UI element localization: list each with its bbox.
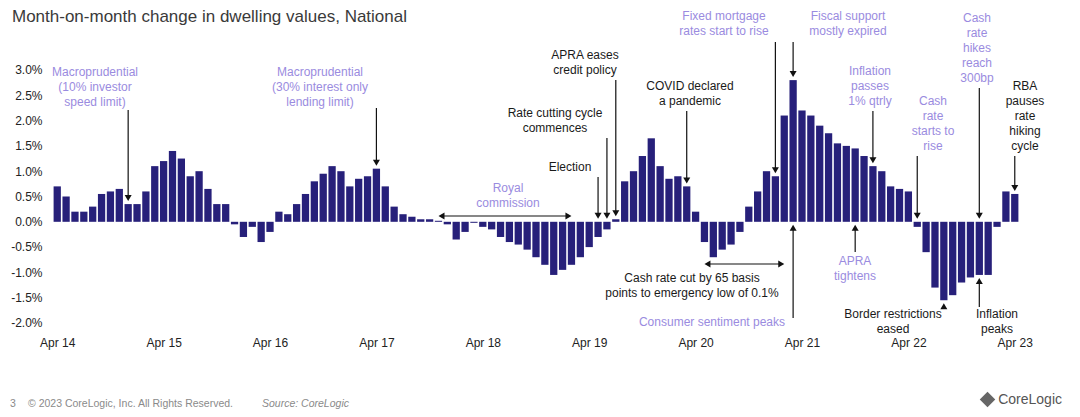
svg-text:Fixed mortgagerates start to r: Fixed mortgagerates start to rise [679, 9, 769, 38]
svg-text:-0.5%: -0.5% [11, 240, 43, 254]
svg-text:3.0%: 3.0% [15, 63, 43, 77]
svg-text:APRAtightens: APRAtightens [834, 254, 876, 283]
svg-text:Apr 18: Apr 18 [466, 336, 502, 350]
svg-text:Apr 21: Apr 21 [785, 336, 821, 350]
svg-text:RBApausesratehikingcycle: RBApausesratehikingcycle [1006, 79, 1045, 153]
svg-text:APRA easescredit policy: APRA easescredit policy [551, 48, 618, 77]
svg-text:Inflationpeaks: Inflationpeaks [976, 307, 1018, 336]
svg-text:Inflationpasses1% qtrly: Inflationpasses1% qtrly [848, 64, 891, 108]
svg-text:0.5%: 0.5% [15, 190, 43, 204]
svg-text:Apr 17: Apr 17 [359, 336, 395, 350]
html-text:© 2023 CoreLogic, Inc. All Rig: © 2023 CoreLogic, Inc. All Rights Reserv… [28, 397, 233, 409]
svg-text:Fiscal supportmostly expired: Fiscal supportmostly expired [809, 9, 886, 38]
html-text:Source: CoreLogic: Source: CoreLogic [262, 397, 349, 409]
html-text:CoreLogic: CoreLogic [998, 391, 1062, 407]
svg-text:Macroprudential(30% interest o: Macroprudential(30% interest onlylending… [272, 65, 368, 109]
svg-text:2.0%: 2.0% [15, 114, 43, 128]
svg-text:Rate cutting cyclecommences: Rate cutting cyclecommences [508, 106, 603, 135]
svg-text:-1.5%: -1.5% [11, 291, 43, 305]
svg-text:Apr 20: Apr 20 [678, 336, 714, 350]
svg-text:Apr 23: Apr 23 [998, 336, 1034, 350]
svg-text:Macroprudential(10% investorsp: Macroprudential(10% investorspeed limit) [52, 65, 138, 109]
svg-text:Election: Election [549, 160, 592, 174]
svg-text:Apr 15: Apr 15 [146, 336, 182, 350]
svg-text:1.0%: 1.0% [15, 165, 43, 179]
svg-text:Royalcommission: Royalcommission [476, 181, 539, 210]
svg-text:Border restrictionseased: Border restrictionseased [844, 307, 941, 336]
svg-text:COVID declareda pandemic: COVID declareda pandemic [646, 79, 733, 108]
svg-text:Cashratestarts torise: Cashratestarts torise [912, 94, 955, 153]
svg-text:Consumer sentiment peaks: Consumer sentiment peaks [639, 315, 785, 329]
svg-text:-1.0%: -1.0% [11, 266, 43, 280]
html-text:3: 3 [10, 397, 16, 409]
svg-text:2.5%: 2.5% [15, 89, 43, 103]
svg-text:Cash rate cut by 65 basispoint: Cash rate cut by 65 basispoints to emerg… [605, 271, 779, 300]
svg-text:1.5%: 1.5% [15, 139, 43, 153]
svg-text:Apr 22: Apr 22 [891, 336, 927, 350]
svg-text:Apr 14: Apr 14 [40, 336, 76, 350]
svg-text:0.0%: 0.0% [15, 215, 43, 229]
svg-text:Apr 19: Apr 19 [572, 336, 608, 350]
svg-text:-2.0%: -2.0% [11, 316, 43, 330]
svg-text:Cashratehikesreach300bp: Cashratehikesreach300bp [960, 11, 994, 85]
svg-text:Apr 16: Apr 16 [253, 336, 289, 350]
html-text:Month-on-month change in dwell: Month-on-month change in dwelling values… [12, 7, 407, 26]
